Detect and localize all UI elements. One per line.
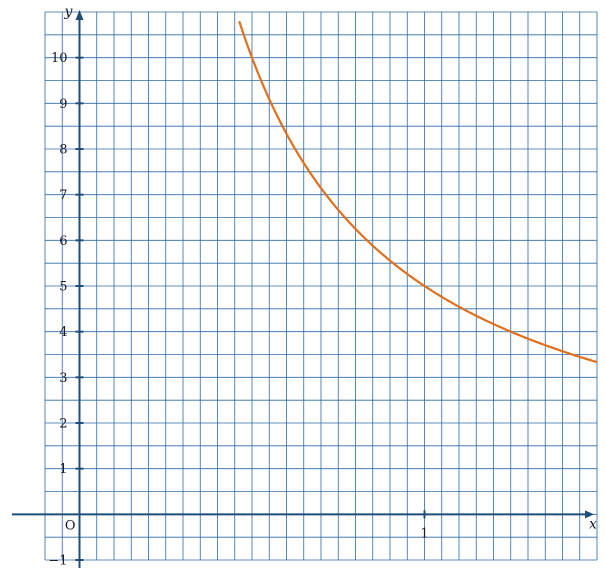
x-axis-title: x (589, 516, 597, 532)
series-curve (238, 20, 598, 364)
y-tick-label: 6 (59, 234, 67, 249)
x-axis-arrow-icon (585, 510, 594, 519)
y-tick-label: 4 (59, 325, 67, 340)
y-axis-title: y (64, 4, 74, 20)
y-tick-label: 8 (59, 143, 67, 158)
y-tick-label: 9 (59, 97, 67, 112)
x-tick-label: 1 (420, 526, 428, 541)
axes (12, 10, 594, 568)
tick-marks (75, 56, 426, 561)
y-tick-label: 5 (59, 280, 67, 295)
y-tick-label: −1 (48, 554, 67, 569)
y-axis-arrow-icon (75, 10, 84, 20)
origin-label: O (65, 518, 76, 533)
y-tick-label: 2 (59, 417, 67, 432)
tick-labels: −1 1 2 3 4 5 6 7 8 9 10 1 (48, 51, 428, 568)
y-tick-label: 10 (51, 51, 68, 66)
grid (44, 11, 598, 561)
y-tick-label: 1 (59, 462, 67, 477)
y-tick-label: 3 (59, 371, 67, 386)
y-tick-label: 7 (59, 188, 67, 203)
